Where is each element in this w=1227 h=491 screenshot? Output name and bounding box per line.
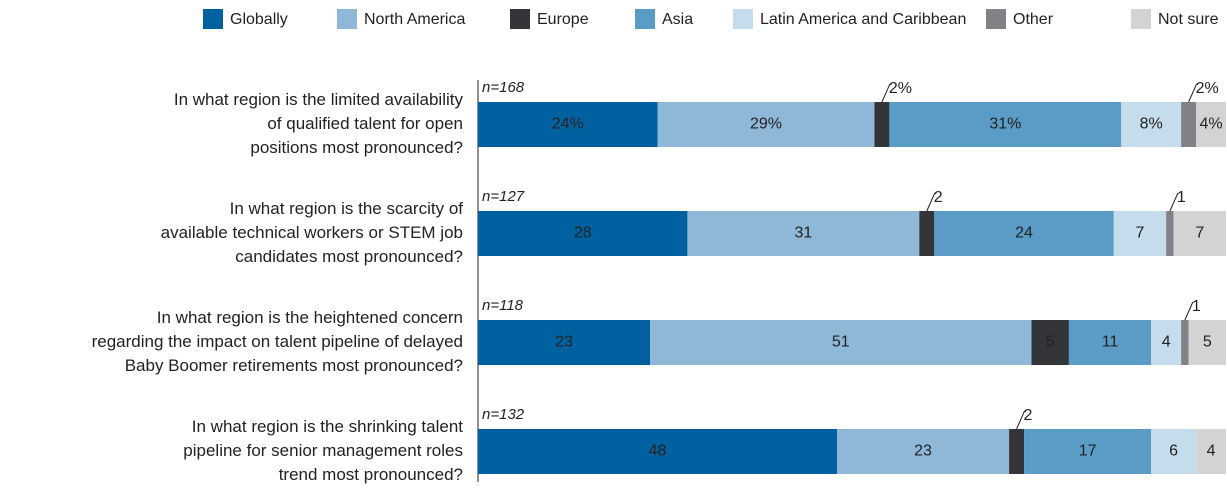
category-label: candidates most pronounced? bbox=[235, 247, 463, 266]
value-label: 7 bbox=[1195, 225, 1204, 242]
bar-segment bbox=[1068, 320, 1152, 365]
bar-segment bbox=[1188, 320, 1226, 365]
legend-swatch bbox=[337, 9, 357, 29]
legend-swatch bbox=[986, 9, 1006, 29]
value-label: 6 bbox=[1169, 443, 1178, 460]
value-label: 29% bbox=[750, 116, 782, 133]
bar-segment bbox=[1113, 211, 1167, 256]
legend-label: Other bbox=[1013, 11, 1054, 28]
bar-segment bbox=[1166, 211, 1174, 256]
value-label: 5 bbox=[1203, 334, 1212, 351]
bar-segment bbox=[1031, 320, 1069, 365]
bar-segment bbox=[650, 320, 1032, 365]
legend-label: Latin America and Caribbean bbox=[760, 11, 966, 28]
bar-segment bbox=[1173, 211, 1226, 256]
legend-label: North America bbox=[364, 11, 465, 28]
bar-segment bbox=[657, 102, 875, 147]
sample-size: n=127 bbox=[482, 188, 525, 205]
value-label: 5 bbox=[1046, 334, 1055, 351]
legend-label: Europe bbox=[537, 11, 589, 28]
bar-segment bbox=[1181, 320, 1189, 365]
value-label: 51 bbox=[832, 334, 850, 351]
legend-label: Globally bbox=[230, 11, 288, 28]
value-label: 8% bbox=[1140, 116, 1163, 133]
legend-swatch bbox=[203, 9, 223, 29]
bar-segment bbox=[1009, 429, 1025, 474]
bar-segment bbox=[478, 320, 651, 365]
value-label: 23 bbox=[914, 443, 932, 460]
value-label: 4 bbox=[1162, 334, 1171, 351]
legend-swatch bbox=[733, 9, 753, 29]
category-label: trend most pronounced? bbox=[279, 465, 463, 484]
bar-segment bbox=[1151, 320, 1182, 365]
value-label: 23 bbox=[555, 334, 573, 351]
bar-segment bbox=[919, 211, 935, 256]
leader-line bbox=[926, 192, 936, 212]
bar-segment bbox=[889, 102, 1122, 147]
category-label: In what region is the scarcity of bbox=[230, 199, 464, 218]
leader-line bbox=[1188, 83, 1198, 103]
category-label: regarding the impact on talent pipeline … bbox=[92, 332, 463, 351]
leader-line bbox=[1184, 301, 1194, 321]
bar-segment bbox=[837, 429, 1010, 474]
category-label: available technical workers or STEM job bbox=[161, 223, 463, 242]
bar-segment bbox=[1196, 429, 1226, 474]
category-label: pipeline for senior management roles bbox=[183, 441, 463, 460]
value-label: 7 bbox=[1136, 225, 1145, 242]
value-label: 24% bbox=[552, 116, 584, 133]
value-label: 2 bbox=[1024, 407, 1033, 424]
value-label: 48 bbox=[649, 443, 667, 460]
value-label: 31 bbox=[794, 225, 812, 242]
value-label: 4% bbox=[1199, 116, 1222, 133]
value-label: 31% bbox=[989, 116, 1021, 133]
value-label: 2% bbox=[889, 80, 912, 97]
bar-segment bbox=[874, 102, 890, 147]
legend-swatch bbox=[635, 9, 655, 29]
bar-segment bbox=[1181, 102, 1197, 147]
legend-label: Asia bbox=[662, 11, 693, 28]
value-label: 1 bbox=[1192, 298, 1201, 315]
legend-swatch bbox=[1131, 9, 1151, 29]
value-label: 24 bbox=[1015, 225, 1033, 242]
category-label: positions most pronounced? bbox=[250, 138, 463, 157]
bar-segment bbox=[1121, 102, 1182, 147]
category-label: In what region is the shrinking talent bbox=[192, 417, 463, 436]
category-label: Baby Boomer retirements most pronounced? bbox=[125, 356, 463, 375]
category-label: In what region is the limited availabili… bbox=[174, 90, 464, 109]
category-label: of qualified talent for open bbox=[267, 114, 463, 133]
leader-line bbox=[1016, 410, 1026, 430]
value-label: 2% bbox=[1196, 80, 1219, 97]
value-label: 11 bbox=[1102, 334, 1119, 351]
leader-line bbox=[1169, 192, 1179, 212]
value-label: 2 bbox=[934, 189, 943, 206]
value-label: 28 bbox=[574, 225, 592, 242]
bar-segment bbox=[1151, 429, 1197, 474]
value-label: 4 bbox=[1207, 443, 1216, 460]
category-label: In what region is the heightened concern bbox=[157, 308, 463, 327]
leader-line bbox=[881, 83, 891, 103]
legend-label: Not sure bbox=[1158, 11, 1219, 28]
bar-segment bbox=[687, 211, 920, 256]
bar-segment bbox=[1196, 102, 1226, 147]
sample-size: n=132 bbox=[482, 406, 525, 423]
bar-segment bbox=[934, 211, 1114, 256]
bar-segment bbox=[1024, 429, 1152, 474]
value-label: 17 bbox=[1079, 443, 1097, 460]
legend-swatch bbox=[510, 9, 530, 29]
sample-size: n=118 bbox=[482, 297, 524, 314]
value-label: 1 bbox=[1177, 189, 1186, 206]
bar-segment bbox=[478, 211, 688, 256]
bar-segment bbox=[478, 102, 658, 147]
sample-size: n=168 bbox=[482, 79, 525, 96]
bar-segment bbox=[478, 429, 838, 474]
